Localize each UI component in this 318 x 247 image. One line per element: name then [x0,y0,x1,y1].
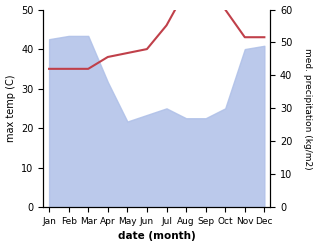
Y-axis label: med. precipitation (kg/m2): med. precipitation (kg/m2) [303,48,313,169]
X-axis label: date (month): date (month) [118,231,196,242]
Y-axis label: max temp (C): max temp (C) [5,75,16,142]
